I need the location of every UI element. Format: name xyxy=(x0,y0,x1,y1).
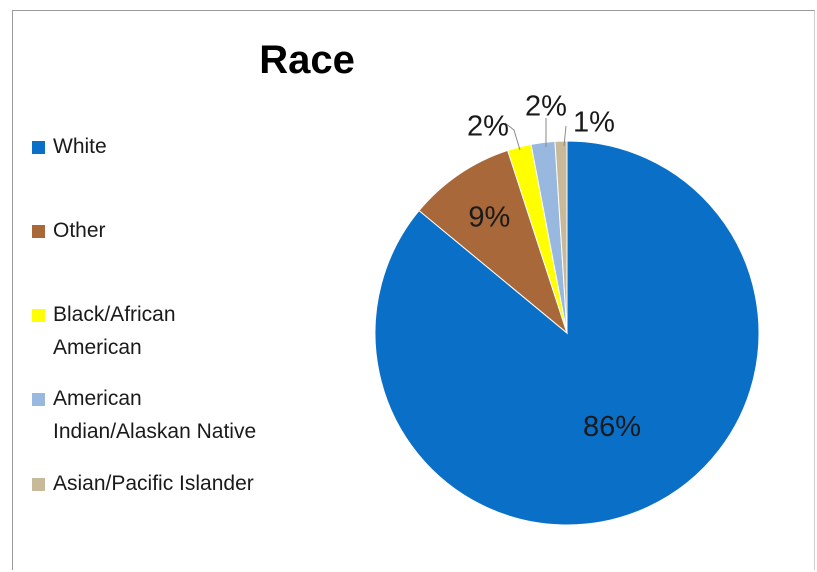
leader-lines xyxy=(504,118,567,151)
leader-line-black-african-american xyxy=(504,122,521,151)
data-label-american-indian-alaskan-native: 2% xyxy=(525,91,567,123)
data-label-asian-pacific-islander: 1% xyxy=(573,107,615,139)
chart-title: Race xyxy=(259,38,355,82)
legend-label-american-indian-alaskan-native: American Indian/Alaskan Native xyxy=(53,382,256,448)
pie-slice-asian-pacific-islander xyxy=(554,140,568,334)
legend-label-other: Other xyxy=(53,219,106,242)
legend-swatch-black-african-american xyxy=(32,309,45,322)
legend-item-other: Other xyxy=(32,214,106,247)
legend-label-asian-pacific-islander: Asian/Pacific Islander xyxy=(53,472,254,495)
data-labels: 86%9%2%2% 1% xyxy=(467,91,641,444)
legend-label-white: White xyxy=(53,135,107,158)
legend-swatch-asian-pacific-islander xyxy=(32,478,45,491)
pie-slices xyxy=(374,140,760,526)
legend-item-black-african-american: Black/African American xyxy=(32,298,176,364)
legend-label-black-african-american: Black/African American xyxy=(53,298,176,364)
legend-label-line: American xyxy=(53,387,142,410)
pie-slice-other xyxy=(418,149,569,335)
legend-label-line: American xyxy=(53,336,142,359)
data-label-white: 86% xyxy=(583,411,641,443)
data-label-other: 9% xyxy=(468,201,510,233)
legend-item-white: White xyxy=(32,130,107,163)
legend-item-asian-pacific-islander: Asian/Pacific Islander xyxy=(32,467,254,500)
leader-line-asian-pacific-islander xyxy=(563,125,567,147)
legend-label-line: Indian/Alaskan Native xyxy=(53,420,257,443)
legend-item-american-indian-alaskan-native: American Indian/Alaskan Native xyxy=(32,382,256,448)
legend-swatch-other xyxy=(32,225,45,238)
legend-label-line: Black/African xyxy=(53,303,176,326)
data-label-black-african-american: 2% xyxy=(467,111,509,143)
legend-swatch-white xyxy=(32,141,45,154)
legend-swatch-american-indian-alaskan-native xyxy=(32,393,45,406)
